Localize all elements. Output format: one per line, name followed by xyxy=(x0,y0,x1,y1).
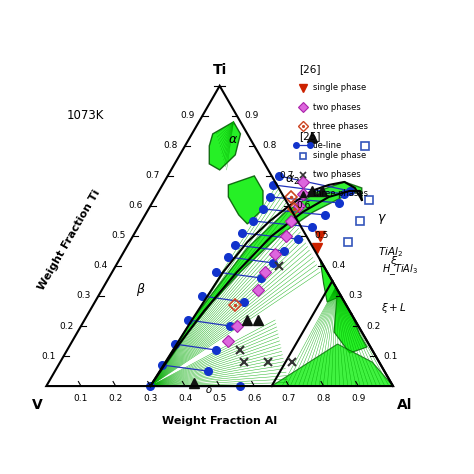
Text: three phases: three phases xyxy=(313,121,368,130)
Text: Weight Fraction Al: Weight Fraction Al xyxy=(162,416,277,426)
Text: 1073K: 1073K xyxy=(67,109,104,122)
Text: V: V xyxy=(32,398,43,412)
Polygon shape xyxy=(320,260,341,302)
Text: 0.1: 0.1 xyxy=(383,352,398,361)
Text: $\gamma$: $\gamma$ xyxy=(376,212,386,227)
Text: 0.4: 0.4 xyxy=(178,394,192,403)
Text: 0.7: 0.7 xyxy=(279,172,294,181)
Text: 0.5: 0.5 xyxy=(314,231,328,240)
Text: 0.6: 0.6 xyxy=(297,201,311,210)
Text: $\beta$: $\beta$ xyxy=(137,282,146,299)
Polygon shape xyxy=(228,176,263,224)
Text: 0.7: 0.7 xyxy=(146,172,160,181)
Text: $TiAl_2$: $TiAl_2$ xyxy=(378,246,403,259)
Text: two phases: two phases xyxy=(313,102,361,111)
Text: $H\_TiAl_3$: $H\_TiAl_3$ xyxy=(382,263,418,277)
Text: 0.8: 0.8 xyxy=(262,141,276,150)
Text: 0.9: 0.9 xyxy=(245,111,259,120)
Text: $\xi$: $\xi$ xyxy=(391,255,399,268)
Text: [25]: [25] xyxy=(300,131,321,141)
Text: 0.2: 0.2 xyxy=(59,321,73,330)
Text: 0.3: 0.3 xyxy=(76,292,91,301)
Text: 0.3: 0.3 xyxy=(143,394,157,403)
Polygon shape xyxy=(209,122,240,170)
Polygon shape xyxy=(150,182,362,386)
Text: 0.9: 0.9 xyxy=(180,111,195,120)
Text: $\alpha$: $\alpha$ xyxy=(228,133,238,146)
Text: $\xi+L$: $\xi+L$ xyxy=(381,301,407,315)
Text: tie-line: tie-line xyxy=(313,141,343,150)
Text: 0.6: 0.6 xyxy=(128,201,143,210)
Text: $\delta$: $\delta$ xyxy=(205,383,213,395)
Text: 0.1: 0.1 xyxy=(74,394,88,403)
Text: single phase: single phase xyxy=(313,151,366,160)
Polygon shape xyxy=(334,290,367,353)
Text: two phases: two phases xyxy=(313,170,361,179)
Text: 0.2: 0.2 xyxy=(109,394,123,403)
Text: 0.4: 0.4 xyxy=(331,262,346,271)
Text: 0.8: 0.8 xyxy=(317,394,331,403)
Text: single phase: single phase xyxy=(313,83,366,92)
Text: three phases: three phases xyxy=(313,189,368,198)
Text: Ti: Ti xyxy=(212,63,227,77)
Text: 0.2: 0.2 xyxy=(366,321,380,330)
Polygon shape xyxy=(272,344,393,386)
Text: Al: Al xyxy=(396,398,412,412)
Text: 0.7: 0.7 xyxy=(282,394,296,403)
Text: Weight Fraction Ti: Weight Fraction Ti xyxy=(36,189,102,292)
Text: 0.4: 0.4 xyxy=(94,262,108,271)
Text: 0.5: 0.5 xyxy=(212,394,227,403)
Text: 0.5: 0.5 xyxy=(111,231,126,240)
Text: $\alpha_2$: $\alpha_2$ xyxy=(285,174,300,187)
Text: 0.3: 0.3 xyxy=(348,292,363,301)
Text: 0.1: 0.1 xyxy=(42,352,56,361)
Text: [26]: [26] xyxy=(300,64,321,74)
Text: 0.8: 0.8 xyxy=(163,141,177,150)
Text: 0.6: 0.6 xyxy=(247,394,262,403)
Text: 0.9: 0.9 xyxy=(351,394,365,403)
